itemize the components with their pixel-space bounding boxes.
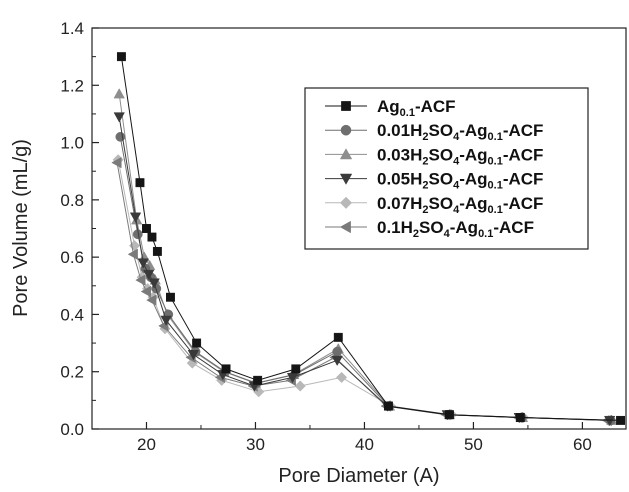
y-tick-label: 1.4	[60, 19, 84, 38]
data-point	[515, 413, 525, 422]
data-point	[111, 156, 122, 169]
data-point	[113, 88, 125, 99]
data-point	[137, 258, 149, 269]
x-tick-label: 30	[246, 435, 265, 454]
data-point	[187, 350, 200, 361]
legend-label: 0.07H2SO4-Ag0.1-ACF	[377, 194, 543, 216]
y-tick-label: 1.2	[60, 76, 84, 95]
y-axis-title: Pore Volume (mL/g)	[10, 139, 32, 317]
y-tick-label: 0.4	[60, 305, 84, 324]
data-point	[333, 332, 343, 342]
legend: Ag0.1-ACF0.01H2SO4-Ag0.1-ACF0.03H2SO4-Ag…	[304, 87, 589, 250]
data-point	[335, 371, 348, 384]
data-point	[115, 131, 126, 142]
legend-label: 0.05H2SO4-Ag0.1-ACF	[377, 170, 543, 192]
legend-item: 0.07H2SO4-Ag0.1-ACF	[325, 194, 543, 216]
x-tick-label: 20	[137, 435, 156, 454]
data-point	[445, 410, 454, 420]
legend-item: Ag0.1-ACF	[325, 97, 456, 119]
x-axis-title: Pore Diameter (A)	[278, 465, 439, 487]
legend-marker	[341, 101, 351, 111]
x-tick-label: 50	[464, 435, 483, 454]
x-tick-label: 40	[355, 435, 374, 454]
legend-label: Ag0.1-ACF	[377, 97, 456, 119]
data-point	[129, 212, 142, 223]
data-point	[253, 375, 263, 385]
y-tick-label: 0.6	[60, 248, 84, 267]
data-point	[383, 401, 393, 411]
series-layer	[111, 52, 626, 427]
data-point	[616, 415, 626, 425]
legend-label: 0.01H2SO4-Ag0.1-ACF	[377, 121, 543, 143]
legend-marker	[339, 196, 353, 209]
legend-marker	[339, 148, 353, 160]
legend-item: 0.05H2SO4-Ag0.1-ACF	[325, 170, 543, 192]
data-point	[116, 52, 126, 62]
data-point	[603, 415, 616, 427]
data-point	[291, 364, 301, 374]
data-point	[332, 346, 343, 357]
y-tick-label: 1.0	[60, 134, 84, 153]
legend-marker	[339, 220, 351, 234]
data-point	[146, 294, 157, 306]
legend-item: 0.01H2SO4-Ag0.1-ACF	[325, 121, 543, 143]
data-point	[160, 315, 172, 326]
data-point	[135, 178, 145, 188]
y-tick-label: 0.0	[60, 420, 84, 439]
legend-label: 0.1H2SO4-Ag0.1-ACF	[377, 218, 534, 240]
legend-item: 0.1H2SO4-Ag0.1-ACF	[325, 218, 534, 240]
legend-label: 0.03H2SO4-Ag0.1-ACF	[377, 145, 543, 167]
data-point	[192, 338, 202, 348]
data-point	[142, 224, 151, 233]
data-point	[113, 112, 125, 123]
data-point	[221, 364, 231, 374]
y-axis: 0.0 0.2 0.4 0.6 0.8 1.0 1.2 1.4	[60, 19, 99, 439]
data-point	[147, 232, 157, 242]
x-axis: 20 30 40 50 60	[137, 422, 592, 454]
data-point	[166, 292, 175, 302]
y-tick-label: 0.2	[60, 363, 84, 382]
legend-marker	[339, 173, 353, 185]
data-point	[140, 285, 151, 298]
x-tick-label: 60	[573, 435, 592, 454]
data-point	[294, 380, 306, 392]
data-point	[152, 246, 162, 256]
y-tick-label: 0.8	[60, 191, 84, 210]
data-point	[135, 274, 146, 286]
legend-item: 0.03H2SO4-Ag0.1-ACF	[325, 145, 543, 167]
series-0	[116, 52, 626, 425]
legend-box	[304, 87, 589, 250]
data-point	[148, 278, 160, 289]
legend-marker	[340, 124, 352, 136]
data-point	[142, 269, 155, 281]
data-point	[331, 355, 343, 367]
data-point	[127, 248, 138, 260]
